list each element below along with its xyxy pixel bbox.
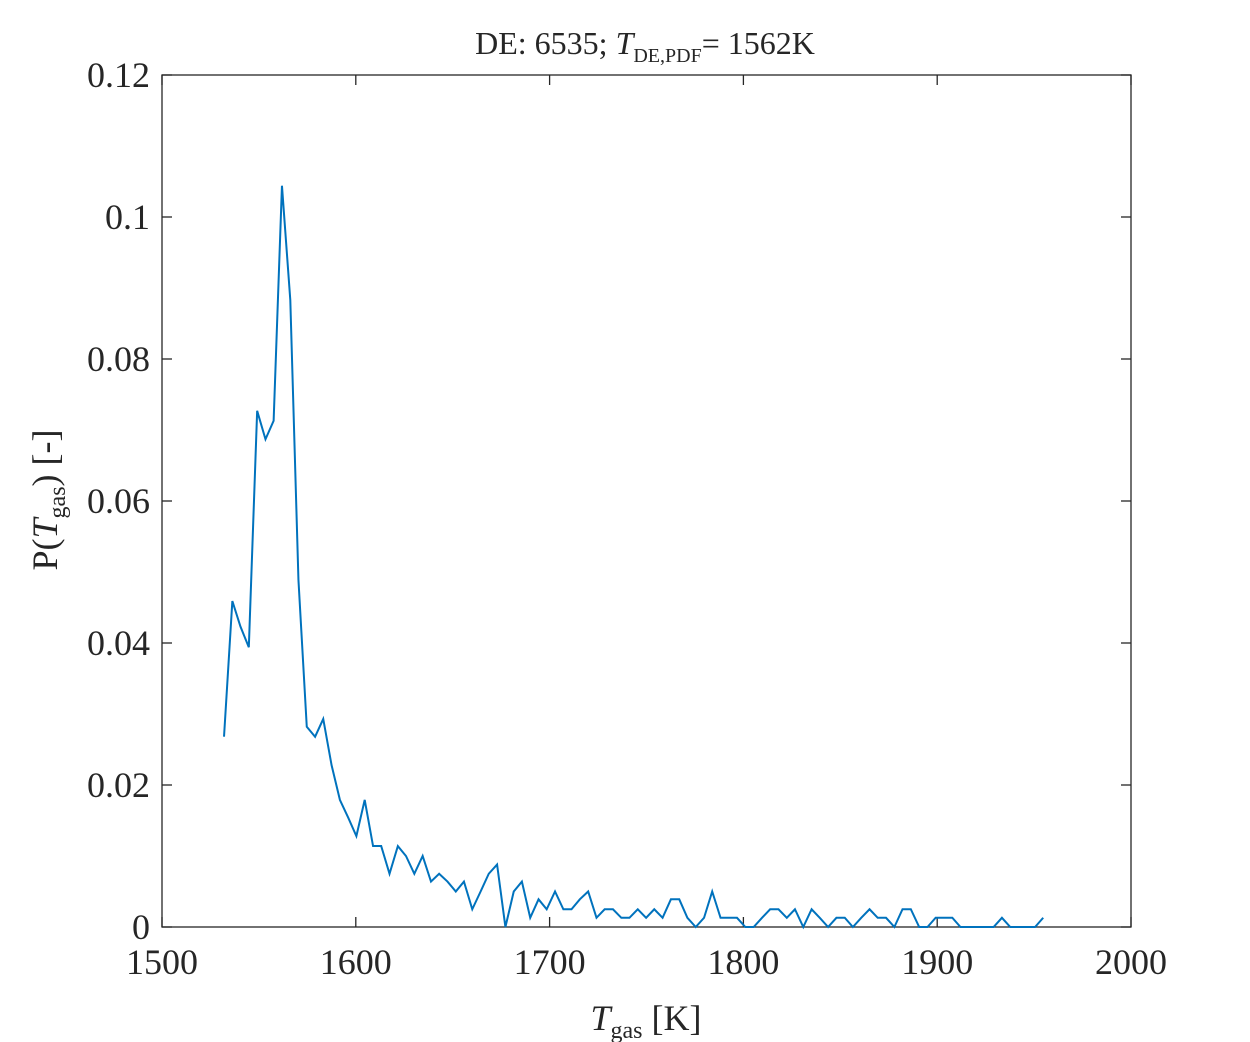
title-part: DE: 6535; — [475, 25, 615, 61]
chart-title: DE: 6535; TDE,PDF= 1562K — [475, 25, 815, 67]
x-tick-label: 1600 — [320, 942, 392, 982]
x-tick-label: 2000 — [1095, 942, 1167, 982]
title-part: = 1562K — [702, 25, 815, 61]
x-tick-label: 1900 — [901, 942, 973, 982]
label-part: P( — [25, 538, 65, 570]
plot-frame — [161, 74, 1132, 928]
y-tick-label: 0.12 — [87, 55, 150, 95]
label-part: [K] — [643, 998, 702, 1038]
y-axis-label: P(Tgas) [-] — [25, 430, 71, 571]
label-part: gas — [45, 486, 71, 518]
y-tick-label: 0 — [132, 907, 150, 947]
x-tick-label: 1800 — [707, 942, 779, 982]
data-line — [223, 185, 1044, 930]
x-tick-label: 1500 — [126, 942, 198, 982]
label-part: T — [590, 998, 613, 1038]
title-part: T — [616, 25, 636, 61]
x-axis-label: Tgas [K] — [590, 998, 701, 1042]
x-tick-label: 1700 — [514, 942, 586, 982]
y-tick-label: 0.06 — [87, 481, 150, 521]
y-tick-label: 0.08 — [87, 339, 150, 379]
title-part: DE,PDF — [633, 45, 701, 67]
label-part: ) [-] — [25, 430, 65, 487]
y-tick-label: 0.1 — [105, 197, 150, 237]
label-part: T — [25, 515, 65, 538]
label-part: gas — [611, 1018, 643, 1042]
y-tick-label: 0.04 — [87, 623, 150, 663]
y-tick-label: 0.02 — [87, 765, 150, 805]
